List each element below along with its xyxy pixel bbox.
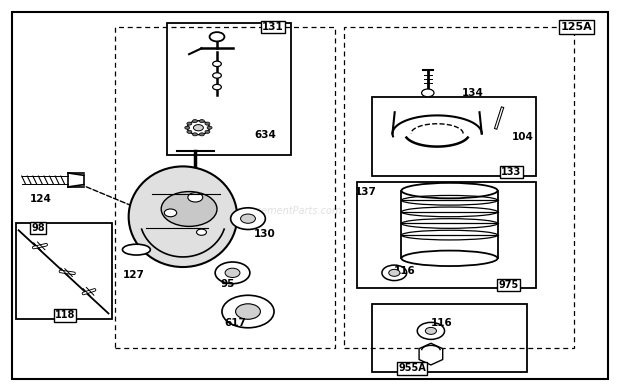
Circle shape xyxy=(222,295,274,328)
Circle shape xyxy=(389,269,400,276)
Circle shape xyxy=(231,208,265,229)
Text: 137: 137 xyxy=(355,187,376,197)
Circle shape xyxy=(200,133,205,136)
Text: 975: 975 xyxy=(498,280,518,290)
Bar xyxy=(372,304,527,372)
Text: 118: 118 xyxy=(55,310,75,320)
Circle shape xyxy=(200,120,205,123)
Circle shape xyxy=(236,304,260,319)
Circle shape xyxy=(192,120,197,123)
Bar xyxy=(115,27,335,348)
Circle shape xyxy=(205,122,210,125)
Text: 104: 104 xyxy=(512,132,533,142)
Circle shape xyxy=(210,32,224,41)
Text: 98: 98 xyxy=(32,223,45,233)
Circle shape xyxy=(205,130,210,134)
Circle shape xyxy=(185,126,190,129)
Circle shape xyxy=(422,89,434,97)
Circle shape xyxy=(213,61,221,67)
Circle shape xyxy=(241,214,255,223)
Text: 131: 131 xyxy=(262,22,284,32)
Circle shape xyxy=(187,122,192,125)
Circle shape xyxy=(215,262,250,284)
Bar xyxy=(344,27,574,348)
Circle shape xyxy=(197,229,206,235)
Ellipse shape xyxy=(402,251,497,266)
Circle shape xyxy=(161,192,217,226)
Ellipse shape xyxy=(122,244,150,255)
Circle shape xyxy=(192,133,197,136)
Circle shape xyxy=(187,130,192,134)
Circle shape xyxy=(213,73,221,78)
Bar xyxy=(356,182,536,288)
Bar xyxy=(372,97,536,176)
Polygon shape xyxy=(419,343,443,365)
Bar xyxy=(402,190,497,259)
Circle shape xyxy=(213,84,221,90)
Text: 116: 116 xyxy=(394,266,415,276)
Circle shape xyxy=(164,209,177,217)
Bar xyxy=(167,23,291,155)
Text: 116: 116 xyxy=(431,318,453,328)
Circle shape xyxy=(193,125,203,131)
Bar xyxy=(16,223,112,319)
Ellipse shape xyxy=(128,166,237,267)
Text: 127: 127 xyxy=(122,270,144,280)
Ellipse shape xyxy=(402,183,497,199)
Text: 133: 133 xyxy=(502,167,521,177)
Circle shape xyxy=(187,121,210,135)
Text: 634: 634 xyxy=(254,130,276,140)
Text: 617: 617 xyxy=(224,318,247,328)
Text: ReplacementParts.com: ReplacementParts.com xyxy=(228,206,342,216)
Text: 955A: 955A xyxy=(399,363,426,373)
Text: 124: 124 xyxy=(29,194,51,204)
Circle shape xyxy=(207,126,212,129)
Text: 130: 130 xyxy=(254,229,276,239)
Circle shape xyxy=(188,193,203,202)
Circle shape xyxy=(225,268,240,277)
Text: 125A: 125A xyxy=(560,22,593,32)
Text: 95: 95 xyxy=(220,279,234,289)
Circle shape xyxy=(425,327,436,334)
Text: 134: 134 xyxy=(462,88,484,98)
Circle shape xyxy=(382,265,407,281)
Circle shape xyxy=(417,322,445,339)
